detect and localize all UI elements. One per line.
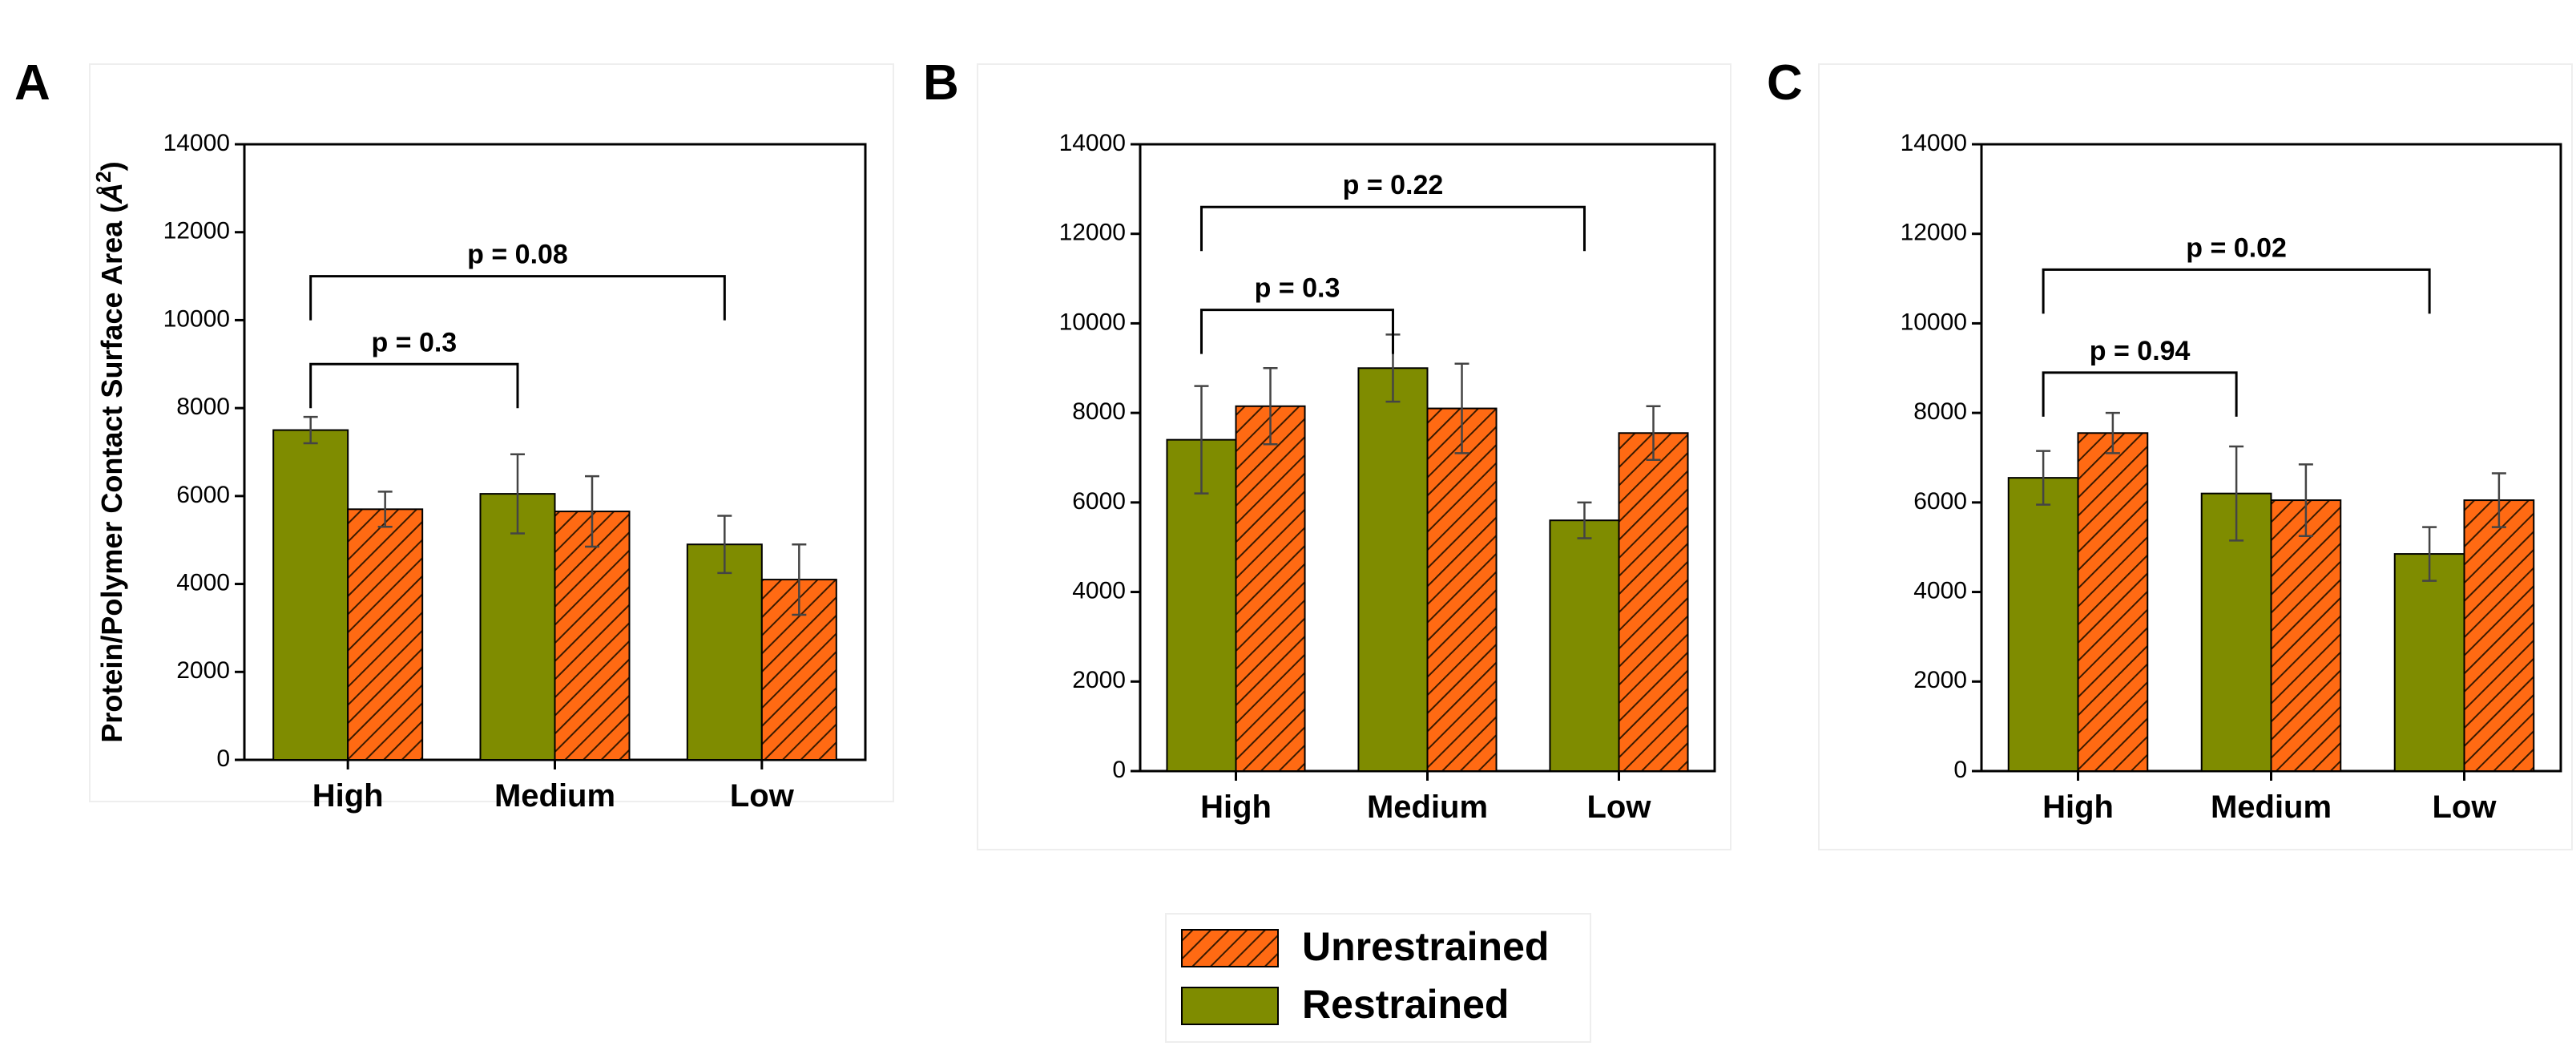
chart-panels: A 0 2000 4000 6000 8000 10000 12000 14000 Protein… [14, 55, 2573, 850]
panel-letter: A [14, 55, 50, 111]
x-tick-label-low: Low [730, 778, 795, 814]
y-tick-label: 8000 [176, 394, 230, 420]
y-tick-label: 2000 [1913, 667, 1967, 693]
y-tick-label: 12000 [1059, 220, 1126, 246]
y-tick-label: 0 [1953, 757, 1967, 783]
y-axis-label-sup: 2 [91, 171, 115, 182]
y-axis-label-main: Protein/Polymer Contact Surface Area ( [95, 204, 128, 743]
y-tick-label: 8000 [1913, 398, 1967, 425]
y-tick-label: 14000 [1059, 130, 1126, 156]
bar-restrained-high [272, 429, 349, 761]
y-tick-label: 0 [216, 745, 230, 772]
y-tick-label: 4000 [1072, 577, 1126, 604]
bar-restrained-low [686, 543, 763, 761]
bar-unrestrained-low [1618, 432, 1689, 772]
p-value-label: p = 0.02 [2186, 232, 2287, 263]
y-axis-label-close: ) [95, 161, 128, 171]
x-tick-label-low: Low [2433, 790, 2497, 825]
panel-letter: C [1767, 55, 1803, 111]
legend-swatch-unrestrained [1181, 929, 1279, 967]
bar-restrained-medium [1357, 367, 1429, 772]
legend-swatch-restrained [1181, 987, 1279, 1025]
bar-unrestrained-medium [2270, 499, 2342, 772]
y-tick-label: 4000 [1913, 577, 1967, 604]
significance-bracket [1199, 309, 1394, 354]
y-tick-label: 6000 [1913, 488, 1967, 515]
significance-bracket [309, 275, 726, 321]
y-tick-label: 12000 [163, 218, 230, 244]
panel-c: C 0 2000 4000 6000 8000 10000 12000 14000 High Med… [1767, 55, 2573, 850]
bar-unrestrained-medium [554, 511, 631, 761]
legend-label-unrestrained: Unrestrained [1302, 924, 1549, 969]
y-tick-label: 6000 [1072, 488, 1126, 515]
x-tick-label-high: High [1200, 790, 1272, 825]
bar-unrestrained-high [1235, 405, 1306, 772]
p-value-label: p = 0.3 [1255, 273, 1340, 304]
y-tick-label: 10000 [163, 305, 230, 332]
x-tick-label-high: High [2042, 790, 2114, 825]
panel-frame [977, 63, 1731, 850]
panel-frame [89, 63, 894, 802]
p-value-label: p = 0.94 [2090, 336, 2191, 366]
bar-restrained-high [2007, 477, 2079, 773]
x-tick-label-low: Low [1587, 790, 1652, 825]
y-tick-label: 8000 [1072, 398, 1126, 425]
y-tick-label: 12000 [1901, 220, 1967, 246]
y-tick-label: 6000 [176, 482, 230, 508]
panel-b: B 0 2000 4000 6000 8000 10000 12000 14000 High Med… [923, 55, 1731, 850]
bar-unrestrained-high [2077, 432, 2149, 772]
bar-unrestrained-low [2463, 499, 2535, 772]
y-tick-label: 4000 [176, 569, 230, 596]
x-tick-label-medium: Medium [1367, 790, 1488, 825]
x-tick-label-medium: Medium [2211, 790, 2332, 825]
y-axis-label: Protein/Polymer Contact Surface Area (Å2… [91, 161, 128, 742]
legend-frame [1165, 913, 1591, 1043]
y-tick-label: 2000 [1072, 667, 1126, 693]
significance-bracket [2042, 371, 2238, 417]
bar-restrained-low [2393, 553, 2465, 772]
p-value-label: p = 0.08 [467, 240, 568, 270]
y-tick-label: 14000 [163, 130, 230, 156]
significance-bracket [309, 362, 519, 409]
bar-restrained-high [1166, 438, 1237, 773]
x-tick-label-high: High [312, 778, 384, 814]
p-value-label: p = 0.22 [1343, 170, 1444, 200]
panel-a: A 0 2000 4000 6000 8000 10000 12000 14000 Protein… [14, 55, 894, 814]
y-tick-label: 10000 [1059, 309, 1126, 335]
y-tick-label: 10000 [1901, 309, 1967, 335]
legend-label-restrained: Restrained [1302, 982, 1509, 1027]
legend: Unrestrained Restrained [1165, 913, 1591, 1043]
panel-frame [1818, 63, 2573, 850]
panel-letter: B [923, 55, 959, 111]
p-value-label: p = 0.3 [371, 327, 457, 357]
bar-unrestrained-medium [1426, 407, 1498, 772]
y-tick-label: 0 [1112, 757, 1126, 783]
y-tick-label: 2000 [176, 657, 230, 684]
x-tick-label-medium: Medium [494, 778, 615, 814]
bar-unrestrained-high [347, 508, 424, 761]
bar-restrained-low [1549, 519, 1620, 772]
y-tick-label: 14000 [1901, 130, 1967, 156]
bar-restrained-medium [479, 493, 556, 761]
y-axis-label-unit: Å [95, 183, 128, 204]
significance-bracket [2042, 268, 2431, 314]
significance-bracket [1199, 205, 1586, 252]
